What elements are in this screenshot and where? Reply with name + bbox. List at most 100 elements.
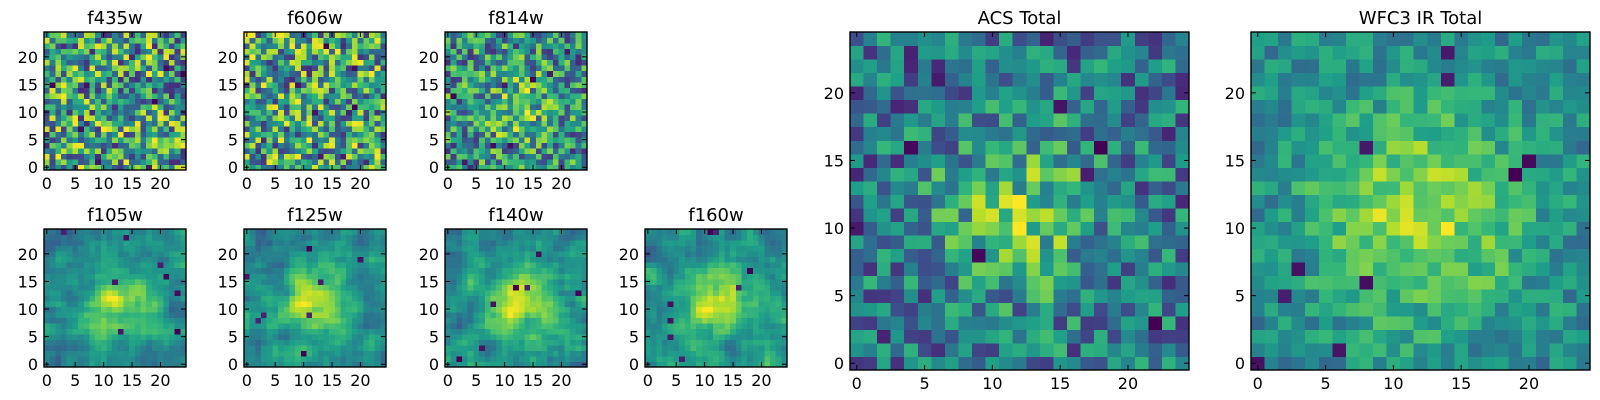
heatmap-cell <box>1039 329 1054 344</box>
heatmap-cell <box>558 289 565 296</box>
heatmap-cell <box>289 136 296 143</box>
heatmap-cell <box>547 48 554 55</box>
heatmap-cell <box>49 70 56 77</box>
heatmap-cell <box>374 273 381 280</box>
heatmap-cell <box>323 234 330 241</box>
heatmap-cell <box>106 328 113 335</box>
heatmap-cell <box>581 158 588 166</box>
heatmap-cell <box>89 153 96 160</box>
heatmap-cell <box>278 103 285 110</box>
heatmap-cell <box>513 147 520 155</box>
heatmap-cell <box>157 339 164 346</box>
heatmap-cell <box>479 76 486 83</box>
heatmap-cell <box>656 267 663 274</box>
heatmap-cell <box>1026 275 1041 290</box>
heatmap-cell <box>140 125 147 132</box>
heatmap-cell <box>1080 356 1095 371</box>
heatmap-cell <box>123 120 130 127</box>
heatmap-cell <box>541 311 548 318</box>
heatmap-cell <box>479 350 486 357</box>
heatmap-cell <box>100 240 108 247</box>
heatmap-cell <box>174 147 181 155</box>
heatmap-cell <box>312 262 319 269</box>
heatmap-cell <box>129 306 136 313</box>
heatmap-cell <box>650 234 657 241</box>
heatmap-cell <box>95 98 102 105</box>
heatmap-cell <box>724 284 731 291</box>
heatmap-cell <box>61 344 68 352</box>
heatmap-cell <box>380 131 387 138</box>
heatmap-cell <box>255 147 262 155</box>
heatmap-cell <box>140 147 147 155</box>
heatmap-cell <box>575 267 582 274</box>
heatmap-cell <box>78 339 85 346</box>
heatmap-cell <box>106 158 113 166</box>
heatmap-cell <box>1053 221 1068 236</box>
heatmap-cell <box>769 333 777 340</box>
heatmap-cell <box>1134 167 1149 182</box>
heatmap-cell <box>134 361 142 368</box>
heatmap-cell <box>530 131 537 138</box>
heatmap-cell <box>769 234 777 241</box>
heatmap-cell <box>535 98 543 105</box>
heatmap-cell <box>1053 194 1068 209</box>
heatmap-cell <box>66 339 73 346</box>
heatmap-cell <box>317 278 325 285</box>
heatmap-cell <box>78 164 85 171</box>
heatmap-cell <box>667 240 674 247</box>
heatmap-cell <box>295 98 302 105</box>
heatmap-cell <box>696 300 703 307</box>
heatmap-cell <box>552 229 560 236</box>
heatmap-cell <box>535 361 543 368</box>
heatmap-cell <box>667 300 674 307</box>
heatmap-cell <box>473 147 480 155</box>
heatmap-cell <box>255 70 262 77</box>
heatmap-cell <box>123 240 130 247</box>
heatmap-cell <box>61 136 68 143</box>
heatmap-cell <box>49 344 56 352</box>
heatmap-cell <box>55 262 62 269</box>
heatmap-cell <box>569 306 577 313</box>
heatmap-cell <box>317 98 325 105</box>
heatmap-cell <box>747 267 754 274</box>
heatmap-cell <box>351 262 359 269</box>
axes-frame <box>644 228 788 368</box>
heatmap-cell <box>473 339 480 346</box>
heatmap-cell <box>117 43 125 50</box>
heatmap-cell <box>340 153 347 160</box>
heatmap-cell <box>467 43 474 50</box>
heatmap-cell <box>696 262 703 269</box>
heatmap-cell <box>569 295 577 302</box>
heatmap-cell <box>61 98 68 105</box>
heatmap-cell <box>168 361 176 368</box>
heatmap-cell <box>272 339 279 346</box>
heatmap-cell <box>66 98 73 105</box>
heatmap-cell <box>340 306 347 313</box>
heatmap-cell <box>100 328 108 335</box>
heatmap-cell <box>547 339 554 346</box>
heatmap-cell <box>735 284 743 291</box>
heatmap-cell <box>662 284 669 291</box>
heatmap-cell <box>558 267 565 274</box>
heatmap-cell <box>363 81 370 88</box>
heatmap-cell <box>112 355 119 363</box>
heatmap-cell <box>89 229 96 236</box>
heatmap-cell <box>66 317 73 324</box>
heatmap-cell <box>151 120 159 127</box>
heatmap-cell <box>535 355 543 363</box>
heatmap-cell <box>547 267 554 274</box>
heatmap-cell <box>340 333 347 340</box>
heatmap-cell <box>581 262 588 269</box>
heatmap-cell <box>44 76 51 83</box>
heatmap-cell <box>1161 275 1177 290</box>
heatmap-cell <box>972 180 987 195</box>
heatmap-cell <box>764 311 771 318</box>
heatmap-cell <box>752 306 760 313</box>
heatmap-cell <box>541 267 548 274</box>
heatmap-cell <box>174 81 181 88</box>
heatmap-cell <box>541 37 548 44</box>
heatmap-cell <box>374 164 381 171</box>
heatmap-cell <box>735 267 743 274</box>
heatmap-cell <box>863 275 878 290</box>
heatmap-cell <box>552 103 560 110</box>
